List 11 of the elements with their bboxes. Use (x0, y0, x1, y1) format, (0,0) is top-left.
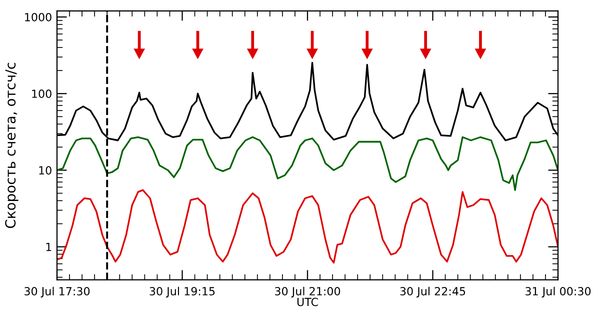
y-tick-label: 1 (46, 242, 52, 252)
x-tick-label: 30 Jul 17:30 (24, 286, 90, 298)
x-tick-label: 30 Jul 22:45 (400, 286, 466, 298)
x-axis-title: UTC (297, 298, 318, 306)
y-tick-label: 10 (39, 166, 52, 175)
y-tick-label: 1000 (25, 12, 52, 22)
y-axis-title: Скорость счета, отсч/с (5, 62, 18, 228)
y-tick-label: 100 (32, 90, 52, 98)
x-tick-label: 30 Jul 21:00 (275, 286, 340, 298)
x-tick-label: 31 Jul 00:30 (526, 286, 591, 298)
x-tick-label: 30 Jul 19:15 (150, 286, 215, 298)
